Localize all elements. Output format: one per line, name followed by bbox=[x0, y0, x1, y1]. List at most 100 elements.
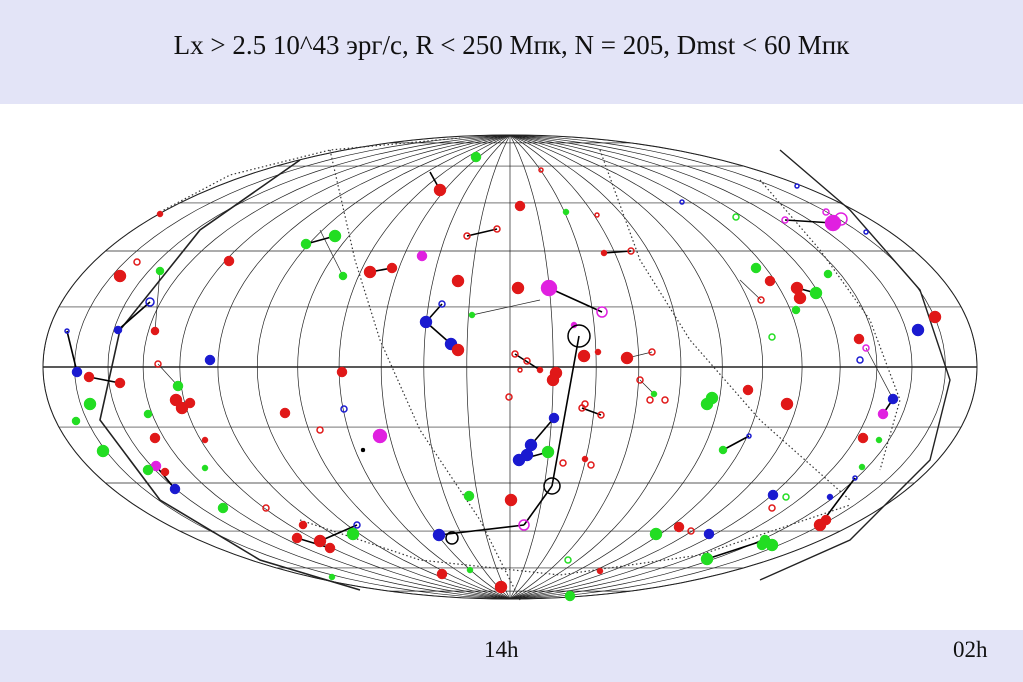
green-galaxy-marker bbox=[823, 269, 833, 279]
group-link bbox=[319, 229, 344, 277]
green-galaxy-marker bbox=[217, 502, 229, 514]
red-galaxy-marker bbox=[114, 377, 126, 389]
red-galaxy-marker bbox=[451, 274, 465, 288]
green-galaxy-marker bbox=[142, 464, 154, 476]
red-galaxy-marker bbox=[493, 225, 501, 233]
green-galaxy-marker bbox=[328, 573, 336, 581]
magenta-galaxy-marker bbox=[518, 519, 530, 531]
green-galaxy-marker bbox=[463, 490, 475, 502]
red-galaxy-marker bbox=[113, 269, 127, 283]
red-galaxy-marker bbox=[313, 534, 327, 548]
black-curve bbox=[759, 149, 951, 581]
green-galaxy-marker bbox=[649, 527, 663, 541]
red-galaxy-marker bbox=[156, 210, 164, 218]
red-galaxy-marker bbox=[620, 351, 634, 365]
red-galaxy-marker bbox=[279, 407, 291, 419]
green-galaxy-marker bbox=[470, 151, 482, 163]
magenta-galaxy-marker bbox=[862, 344, 870, 352]
black-galaxy-marker bbox=[445, 531, 459, 545]
pair-link bbox=[603, 250, 632, 254]
red-galaxy-marker bbox=[780, 397, 794, 411]
group-link bbox=[865, 347, 894, 400]
green-galaxy-marker bbox=[700, 552, 714, 566]
footer-bar bbox=[0, 630, 1023, 682]
green-galaxy-marker bbox=[732, 213, 740, 221]
red-galaxy-marker bbox=[596, 567, 604, 575]
red-galaxy-marker bbox=[504, 493, 518, 507]
green-galaxy-marker bbox=[155, 266, 165, 276]
blue-galaxy-marker bbox=[746, 433, 752, 439]
green-galaxy-marker bbox=[858, 463, 866, 471]
red-galaxy-marker bbox=[646, 396, 654, 404]
red-galaxy-marker bbox=[363, 265, 377, 279]
blue-galaxy-marker bbox=[169, 483, 181, 495]
red-galaxy-marker bbox=[764, 275, 776, 287]
blue-galaxy-marker bbox=[911, 323, 925, 337]
group-link bbox=[739, 279, 762, 301]
red-galaxy-marker bbox=[463, 232, 471, 240]
red-galaxy-marker bbox=[636, 376, 644, 384]
red-galaxy-marker bbox=[298, 520, 308, 530]
blue-galaxy-marker bbox=[432, 528, 446, 542]
green-galaxy-marker bbox=[650, 390, 658, 398]
red-galaxy-marker bbox=[673, 521, 685, 533]
red-galaxy-marker bbox=[742, 384, 754, 396]
red-galaxy-marker bbox=[594, 348, 602, 356]
green-galaxy-marker bbox=[562, 208, 570, 216]
pair-link bbox=[88, 376, 121, 384]
red-galaxy-marker bbox=[577, 349, 591, 363]
black-curve bbox=[99, 159, 361, 591]
red-galaxy-marker bbox=[201, 436, 209, 444]
red-galaxy-marker bbox=[184, 397, 196, 409]
green-galaxy-marker bbox=[875, 436, 883, 444]
red-galaxy-marker bbox=[324, 542, 336, 554]
green-galaxy-marker bbox=[768, 333, 776, 341]
title-bar bbox=[0, 0, 1023, 104]
pair-link bbox=[551, 335, 580, 487]
green-galaxy-marker bbox=[791, 305, 801, 315]
blue-galaxy-marker bbox=[767, 489, 779, 501]
red-galaxy-marker bbox=[133, 258, 141, 266]
red-galaxy-marker bbox=[587, 461, 595, 469]
pair-link bbox=[548, 287, 603, 313]
red-galaxy-marker bbox=[291, 532, 303, 544]
blue-galaxy-marker bbox=[679, 199, 685, 205]
green-galaxy-marker bbox=[201, 464, 209, 472]
green-galaxy-marker bbox=[750, 262, 762, 274]
green-galaxy-marker bbox=[83, 397, 97, 411]
red-galaxy-marker bbox=[433, 183, 447, 197]
pair-link bbox=[117, 301, 151, 331]
green-galaxy-marker bbox=[809, 286, 823, 300]
green-galaxy-marker bbox=[541, 445, 555, 459]
red-galaxy-marker bbox=[853, 333, 865, 345]
red-galaxy-marker bbox=[223, 255, 235, 267]
green-galaxy-marker bbox=[718, 445, 728, 455]
blue-galaxy-marker bbox=[863, 229, 869, 235]
magenta-galaxy-marker bbox=[596, 306, 608, 318]
red-galaxy-marker bbox=[648, 348, 656, 356]
red-galaxy-marker bbox=[687, 527, 695, 535]
green-galaxy-marker bbox=[468, 311, 476, 319]
green-galaxy-marker bbox=[782, 493, 790, 501]
pair-link bbox=[66, 330, 78, 373]
pair-link bbox=[466, 228, 498, 237]
red-galaxy-marker bbox=[793, 291, 807, 305]
green-galaxy-marker bbox=[756, 539, 768, 551]
sky-map-svg bbox=[42, 134, 978, 602]
red-galaxy-marker bbox=[160, 467, 170, 477]
red-galaxy-marker bbox=[511, 350, 519, 358]
green-galaxy-marker bbox=[346, 527, 360, 541]
red-galaxy-marker bbox=[536, 366, 544, 374]
red-galaxy-marker bbox=[511, 281, 525, 295]
red-galaxy-marker bbox=[336, 366, 348, 378]
red-galaxy-marker bbox=[83, 371, 95, 383]
magenta-galaxy-marker bbox=[877, 408, 889, 420]
red-galaxy-marker bbox=[757, 296, 765, 304]
blue-galaxy-marker bbox=[419, 315, 433, 329]
pair-link bbox=[722, 435, 750, 451]
dotted-curve bbox=[759, 179, 901, 471]
blue-galaxy-marker bbox=[794, 183, 800, 189]
red-galaxy-marker bbox=[514, 200, 526, 212]
group-link bbox=[154, 270, 161, 332]
magenta-galaxy-marker bbox=[540, 279, 558, 297]
